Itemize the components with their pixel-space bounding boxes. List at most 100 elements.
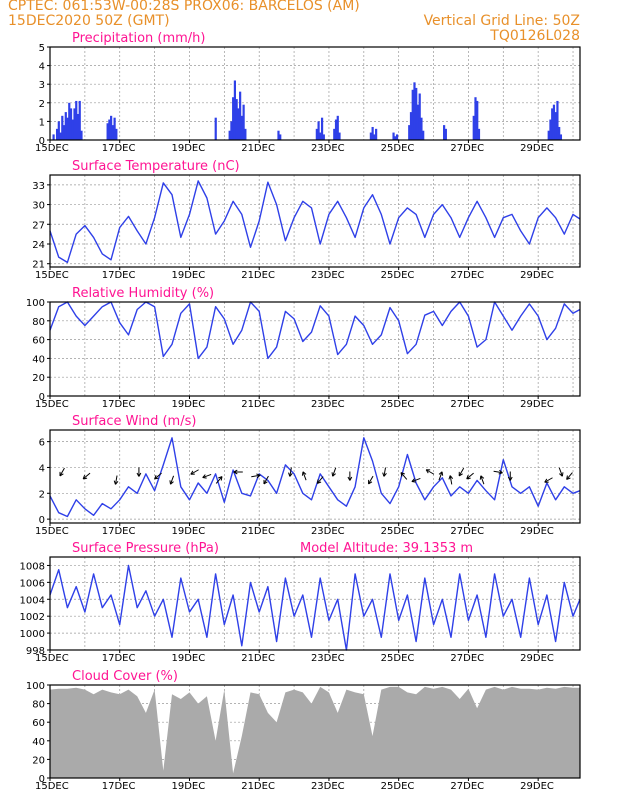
wind-arrow [368, 475, 374, 485]
wind-arrow [347, 471, 353, 481]
plot-frame [49, 556, 581, 651]
x-tick-label: 29DEC [520, 143, 554, 154]
x-tick-label: 25DEC [381, 526, 415, 537]
x-tick-label: 27DEC [450, 270, 484, 281]
precip-title: Precipitation (mm/h) [72, 31, 205, 46]
precip-bar [422, 130, 425, 140]
wind-arrow [544, 477, 553, 483]
precip-bar [409, 112, 413, 140]
y-tick-label: 60 [32, 718, 45, 729]
precip-bar [394, 136, 397, 140]
y-tick-label: 1008 [20, 561, 45, 572]
precip-bar [443, 125, 446, 140]
precip-bar [552, 104, 556, 140]
header-line1: CPTEC: 061:53W-00:28S PROX06: BARCELOS (… [8, 0, 360, 14]
plot-frame [49, 174, 581, 268]
precip-bar [556, 100, 559, 140]
wind-arrow [411, 477, 421, 483]
x-tick-label: 23DEC [311, 526, 345, 537]
x-tick-label: 25DEC [381, 143, 415, 154]
precip-bar [279, 134, 282, 140]
precip-bar [113, 117, 116, 140]
precip-bar [322, 134, 325, 140]
y-tick-label: 30 [32, 201, 45, 212]
x-tick-label: 23DEC [311, 399, 345, 410]
x-tick-label: 27DEC [450, 526, 484, 537]
y-tick-label: 1002 [20, 612, 45, 623]
temp-title: Surface Temperature (nC) [72, 159, 240, 174]
x-tick-label: 21DEC [241, 399, 275, 410]
header-date: 15DEC2020 50Z (GMT) [8, 13, 170, 29]
temp-panel: 21 24 27 30 33 15DEC 17DEC 19DEC 21DEC 23DEC 25DEC… [32, 159, 581, 281]
precip-bar [244, 128, 247, 140]
precip-bar [320, 117, 324, 140]
rh-panel: 0 20 40 60 80 100 15DEC 17DEC 19DEC 21DEC 23DEC 25D… [26, 286, 581, 410]
precip-bar [392, 132, 395, 140]
precip-bar [57, 121, 60, 140]
y-tick-label: 4 [39, 62, 45, 73]
precip-bar [369, 132, 372, 140]
y-tick-label: 0 [39, 515, 45, 526]
precip-bar [334, 119, 338, 140]
precip-bar [277, 130, 280, 140]
precip-bar [547, 130, 550, 140]
precip-bar [106, 123, 109, 140]
precip-bar [413, 82, 416, 140]
precip-bar [73, 108, 76, 140]
wind-arrow [466, 472, 474, 480]
header-grid-line: Vertical Grid Line: 50Z [423, 13, 580, 29]
wind-arrow [190, 469, 199, 475]
precip-panel: 0 1 2 3 4 5 15DEC 17DEC 19DEC 21DEC 23DEC 25DEC 27DE… [35, 31, 581, 154]
precip-bar [415, 87, 418, 140]
precip-bar [418, 93, 421, 140]
y-tick-label: 33 [32, 181, 45, 192]
y-tick-label: 2 [39, 489, 45, 500]
precip-bar [558, 126, 561, 140]
x-tick-label: 29DEC [520, 526, 554, 537]
precip-bar [317, 121, 320, 140]
y-tick-label: 1 [39, 117, 45, 128]
x-tick-label: 21DEC [241, 653, 275, 664]
x-tick-label: 19DEC [171, 399, 205, 410]
wind-arrow [316, 476, 324, 484]
x-tick-label: 25DEC [381, 399, 415, 410]
precip-bar [61, 115, 64, 140]
x-tick-label: 25DEC [381, 653, 415, 664]
wind-arrow [251, 473, 261, 479]
wind-arrow [382, 467, 387, 477]
precip-bar [420, 117, 423, 140]
x-tick-label: 23DEC [311, 143, 345, 154]
x-tick-label: 15DEC [35, 399, 69, 410]
rh-line [49, 301, 581, 360]
x-tick-label: 19DEC [171, 526, 205, 537]
y-tick-label: 0 [39, 392, 45, 403]
wind-arrow [136, 467, 142, 477]
precip-bar [62, 125, 66, 140]
y-tick-label: 3 [39, 80, 45, 91]
precip-bar [373, 134, 376, 140]
precip-bar [232, 97, 235, 140]
y-tick-label: 60 [32, 336, 45, 347]
y-tick-label: 1006 [20, 578, 45, 589]
temp-line [49, 180, 581, 264]
precip-bar [371, 126, 374, 140]
precip-bar [472, 115, 475, 140]
x-tick-label: 27DEC [450, 143, 484, 154]
precip-bar [242, 104, 245, 140]
precip-bar [71, 119, 74, 140]
precip-bar [336, 115, 339, 140]
wind-arrow [558, 467, 564, 477]
plot-frame [49, 46, 581, 141]
precip-bar [319, 132, 322, 140]
precip-bar [444, 128, 447, 140]
wind-arrow [288, 467, 293, 477]
precip-bar [239, 91, 242, 140]
precip-bar [115, 128, 118, 140]
y-tick-label: 100 [26, 298, 45, 309]
x-tick-label: 25DEC [381, 270, 415, 281]
precip-bar [474, 97, 477, 140]
wind-arrow [59, 467, 65, 477]
precip-bar [315, 128, 318, 140]
y-tick-label: 21 [32, 260, 45, 271]
rh-title: Relative Humidity (%) [72, 286, 214, 301]
